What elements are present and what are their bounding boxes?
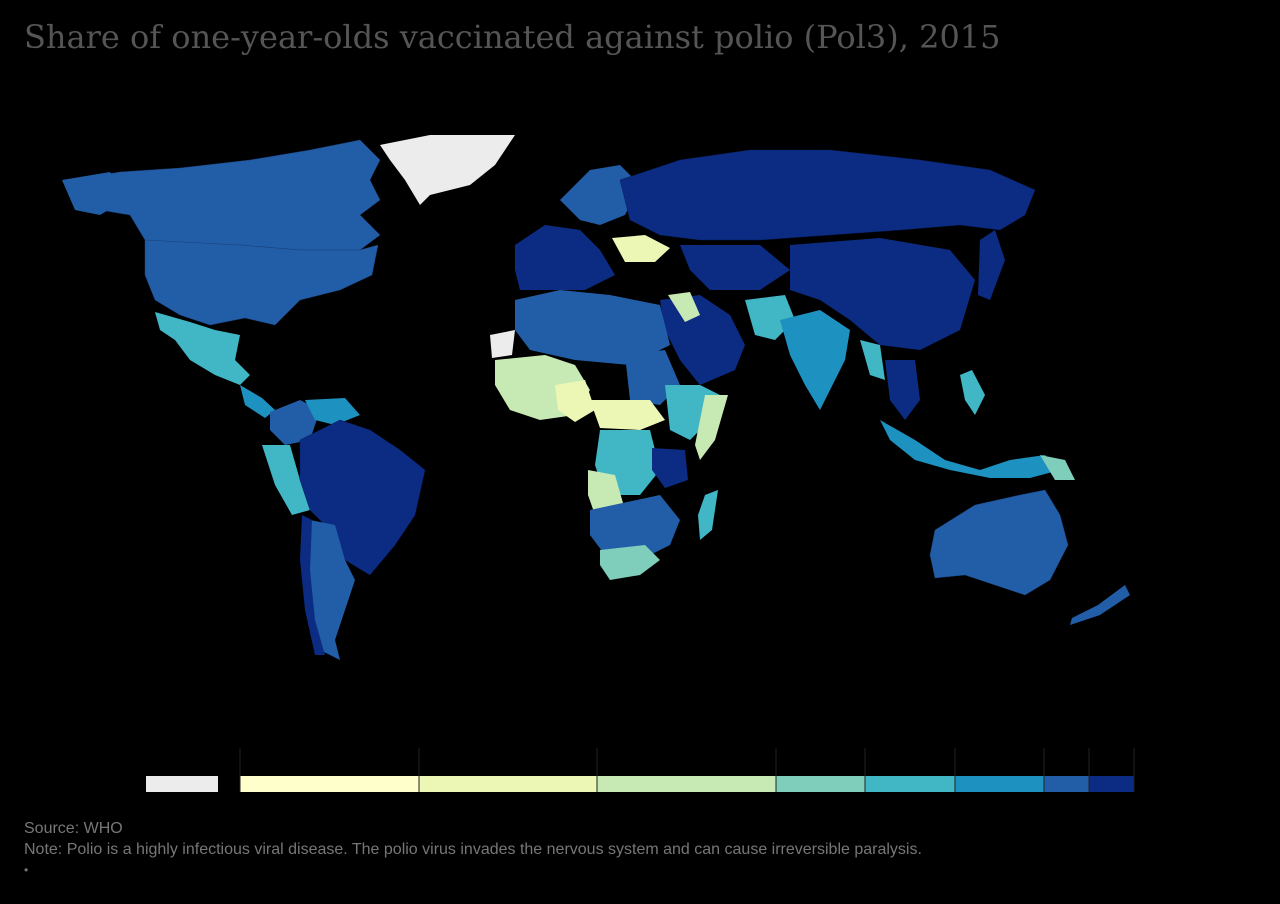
region-western-sahara[interactable] — [490, 330, 515, 358]
region-india[interactable] — [780, 310, 850, 410]
legend-bin-4 — [865, 776, 955, 792]
region-south-africa[interactable] — [600, 545, 660, 580]
region-peru[interactable] — [262, 445, 310, 515]
region-russia[interactable] — [619, 149, 1036, 241]
region-western-europe[interactable] — [515, 225, 615, 290]
legend-bin-0 — [240, 776, 419, 792]
color-legend — [146, 748, 1135, 792]
legend-bins — [239, 748, 1135, 792]
world-map — [62, 135, 1130, 660]
region-usa[interactable] — [144, 239, 379, 326]
legend-bin-1 — [419, 776, 597, 792]
region-central-america[interactable] — [240, 385, 275, 418]
region-iraq-syria[interactable] — [668, 292, 700, 322]
region-southern-africa[interactable] — [590, 495, 680, 560]
region-papua-new-guinea[interactable] — [1040, 455, 1075, 480]
note-text: Note: Polio is a highly infectious viral… — [24, 841, 922, 858]
region-argentina[interactable] — [310, 520, 355, 660]
footer: Source: WHO Note: Polio is a highly infe… — [24, 818, 922, 881]
legend-bin-6 — [1044, 776, 1089, 792]
legend-bin-2 — [597, 776, 776, 792]
legend-bin-5 — [955, 776, 1044, 792]
region-indonesia[interactable] — [880, 420, 1060, 478]
region-central-africa[interactable] — [590, 400, 665, 430]
legend-bin-3 — [776, 776, 865, 792]
region-venezuela[interactable] — [305, 398, 360, 425]
region-brazil[interactable] — [299, 419, 426, 576]
region-middle-east[interactable] — [660, 295, 745, 385]
region-philippines[interactable] — [960, 370, 985, 415]
region-angola[interactable] — [588, 470, 625, 515]
page-title: Share of one-year-olds vaccinated agains… — [24, 18, 1001, 56]
region-china[interactable] — [790, 238, 975, 350]
region-colombia[interactable] — [270, 400, 320, 445]
region-tanzania[interactable] — [652, 448, 688, 488]
footer-bullet: • — [24, 863, 29, 877]
source-text: Source: WHO — [24, 820, 123, 837]
region-greenland[interactable] — [380, 135, 515, 205]
legend-no-data-swatch — [146, 776, 218, 792]
region-australia[interactable] — [929, 489, 1069, 596]
region-north-africa[interactable] — [515, 290, 670, 365]
region-canada[interactable] — [69, 139, 381, 251]
region-japan[interactable] — [978, 230, 1005, 300]
region-chile[interactable] — [300, 515, 325, 655]
region-madagascar[interactable] — [698, 490, 718, 540]
region-central-asia[interactable] — [680, 245, 790, 290]
region-nigeria[interactable] — [555, 380, 595, 422]
region-southeast-asia[interactable] — [885, 360, 920, 420]
region-somalia[interactable] — [695, 395, 728, 460]
region-alaska[interactable] — [62, 172, 125, 215]
region-new-zealand[interactable] — [1070, 585, 1130, 625]
region-myanmar[interactable] — [860, 340, 885, 380]
legend-bin-7 — [1089, 776, 1134, 792]
region-ukraine[interactable] — [612, 235, 670, 262]
region-mexico[interactable] — [155, 312, 250, 385]
